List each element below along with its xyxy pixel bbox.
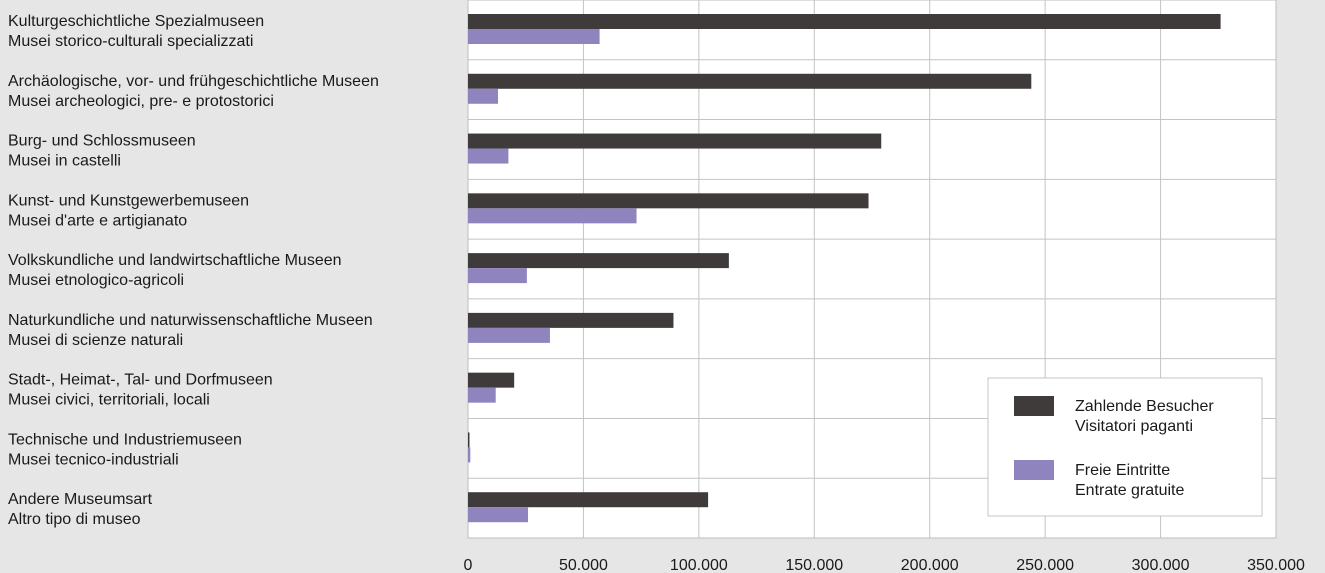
bars bbox=[468, 14, 1221, 523]
category-label: Volkskundliche und landwirtschaftliche M… bbox=[8, 252, 342, 289]
bar-free-entries bbox=[468, 148, 509, 164]
bar-paying-visitors bbox=[468, 73, 1032, 89]
category-label-line: Musei di scienze naturali bbox=[8, 332, 183, 349]
bar-paying-visitors bbox=[468, 492, 709, 508]
bar-paying-visitors bbox=[468, 372, 515, 388]
legend: Zahlende Besucher Visitatori paganti Freie… bbox=[987, 377, 1263, 517]
bar-free-entries bbox=[468, 447, 471, 463]
category-label: Archäologische, vor- und frühgeschichtli… bbox=[8, 73, 379, 110]
bar-free-entries bbox=[468, 507, 529, 523]
legend-label-line: Zahlende Besucher bbox=[1075, 398, 1214, 415]
category-label-line: Musei civici, territoriali, locali bbox=[8, 392, 210, 409]
x-tick-label: 150.000 bbox=[785, 557, 843, 573]
legend-swatch-paying bbox=[1014, 396, 1054, 416]
category-label-line: Musei d'arte e artigianato bbox=[8, 212, 187, 229]
legend-swatch-free bbox=[1014, 460, 1054, 480]
bar-free-entries bbox=[468, 88, 499, 104]
x-tick-label: 300.000 bbox=[1132, 557, 1190, 573]
category-label-line: Altro tipo di museo bbox=[8, 511, 141, 528]
bar-paying-visitors bbox=[468, 253, 729, 269]
category-labels: Kulturgeschichtliche Spezialmuseen Musei … bbox=[8, 13, 379, 528]
bar-paying-visitors bbox=[468, 14, 1221, 29]
x-tick-label: 100.000 bbox=[670, 557, 728, 573]
x-tick-label: 0 bbox=[464, 557, 473, 573]
bar-free-entries bbox=[468, 268, 527, 284]
x-tick-label: 50.000 bbox=[559, 557, 608, 573]
category-label-line: Technische und Industriemuseen bbox=[8, 431, 242, 448]
bar-paying-visitors bbox=[468, 193, 869, 209]
category-label: Kunst- und Kunstgewerbemuseen Musei d'art… bbox=[8, 192, 249, 229]
category-label-line: Burg- und Schlossmuseen bbox=[8, 133, 196, 150]
x-tick-label: 350.000 bbox=[1247, 557, 1305, 573]
x-axis-ticks: 0 50.000 100.000 150.000 200.000 250.000 300.0… bbox=[464, 557, 1305, 573]
category-label: Burg- und Schlossmuseen Musei in castelli bbox=[8, 133, 196, 170]
category-label: Technische und Industriemuseen Musei tecn… bbox=[8, 431, 242, 468]
category-label-line: Naturkundliche und naturwissenschaftlich… bbox=[8, 312, 373, 329]
category-label-line: Kulturgeschichtliche Spezialmuseen bbox=[8, 13, 264, 30]
category-label-line: Musei in castelli bbox=[8, 153, 121, 170]
category-label-line: Kunst- und Kunstgewerbemuseen bbox=[8, 192, 249, 209]
legend-label: Freie Eintritte Entrate gratuite bbox=[1075, 462, 1185, 499]
legend-label: Zahlende Besucher Visitatori paganti bbox=[1075, 398, 1214, 435]
category-label-line: Musei storico-culturali specializzati bbox=[8, 33, 253, 50]
bar-free-entries bbox=[468, 387, 496, 403]
bar-free-entries bbox=[468, 208, 637, 224]
category-label-line: Musei etnologico-agricoli bbox=[8, 272, 184, 289]
bar-paying-visitors bbox=[468, 312, 674, 328]
category-label-line: Andere Museumsart bbox=[8, 491, 153, 508]
category-label: Kulturgeschichtliche Spezialmuseen Musei … bbox=[8, 13, 264, 50]
legend-label-line: Freie Eintritte bbox=[1075, 462, 1170, 479]
category-label: Stadt-, Heimat-, Tal- und Dorfmuseen Muse… bbox=[8, 372, 273, 409]
category-label-line: Musei archeologici, pre- e protostorici bbox=[8, 93, 274, 110]
category-label: Andere Museumsart Altro tipo di museo bbox=[8, 491, 153, 528]
category-label-line: Volkskundliche und landwirtschaftliche M… bbox=[8, 252, 342, 269]
grid-lines bbox=[468, 0, 1276, 538]
legend-label-line: Visitatori paganti bbox=[1075, 418, 1193, 435]
bar-free-entries bbox=[468, 29, 600, 44]
bar-free-entries bbox=[468, 327, 550, 343]
category-label: Naturkundliche und naturwissenschaftlich… bbox=[8, 312, 373, 349]
legend-label-line: Entrate gratuite bbox=[1075, 482, 1185, 499]
category-label-line: Archäologische, vor- und frühgeschichtli… bbox=[8, 73, 379, 90]
category-label-line: Stadt-, Heimat-, Tal- und Dorfmuseen bbox=[8, 372, 273, 389]
category-label-line: Musei tecnico-industriali bbox=[8, 451, 179, 468]
x-tick-label: 200.000 bbox=[901, 557, 959, 573]
bar-paying-visitors bbox=[468, 432, 470, 448]
bar-paying-visitors bbox=[468, 133, 882, 149]
x-tick-label: 250.000 bbox=[1016, 557, 1074, 573]
